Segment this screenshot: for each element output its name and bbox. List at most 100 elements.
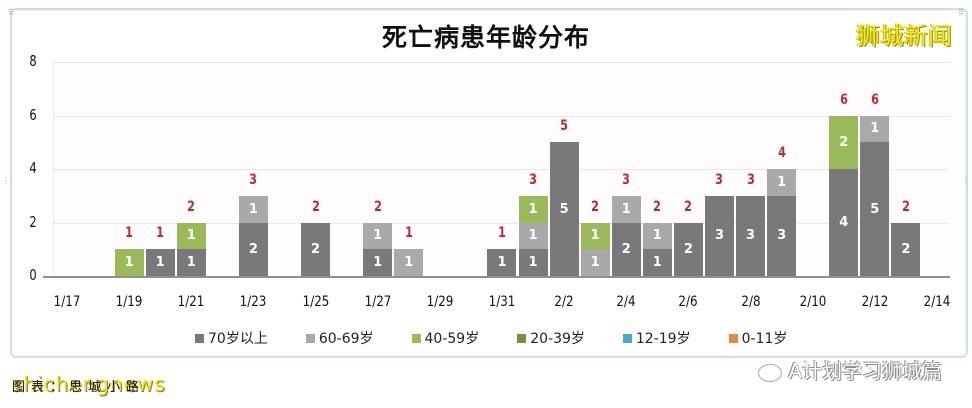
bar-total-label: 2 [591,198,600,215]
legend-swatch [622,333,632,343]
bar-total-label: 3 [746,171,755,188]
bar-total-label: 3 [529,171,537,188]
bar-segment[interactable]: 3 [704,195,734,276]
bar-segment[interactable]: 1 [767,169,797,196]
bar-total-label: 1 [125,225,134,242]
legend-swatch [195,333,204,343]
legend-item: 60-69岁 [305,328,374,348]
bar-total-label: 3 [715,171,724,188]
source-label: 图表：思城小路 [12,380,146,395]
bar-segment[interactable]: 1 [580,249,610,276]
bar-segment[interactable]: 1 [487,249,517,276]
bar-segment[interactable]: 1 [611,195,641,223]
x-tick-label: 1/23 [240,294,267,310]
bar-segment[interactable]: 1 [176,222,206,250]
bar-segment[interactable]: 4 [829,169,859,276]
bar-total-label: 3 [622,171,631,188]
bar-total-label: 2 [187,198,196,215]
bar-total-label: 5 [560,118,569,135]
bar-segment[interactable]: 1 [518,222,548,250]
wechat-watermark: A计划学习狮城篇 [758,355,942,384]
chart-legend: 70岁以上 60-69岁 40-59岁 20-39岁 12-19岁 0-11岁 [195,328,825,348]
legend-item: 70岁以上 [195,328,268,348]
bar-total-label: 2 [684,198,693,215]
legend-swatch [517,333,527,343]
x-tick-label: 2/4 [616,294,636,310]
bar-total-label: 3 [249,171,258,188]
bar-total-label: 1 [156,225,165,242]
x-tick-label: 2/2 [554,294,574,310]
resize-handle-icon[interactable]: ⋮ [962,176,970,185]
x-tick-label: 1/21 [177,294,205,310]
bar-total-label: 6 [839,91,848,108]
x-tick-label: 2/12 [861,294,889,310]
bar-segment[interactable]: 2 [611,222,641,276]
x-tick-label: 1/17 [53,294,81,310]
legend-label: 60-69岁 [318,331,374,347]
legend-item: 20-39岁 [517,328,585,348]
gridline [53,169,950,170]
bar-segment[interactable]: 1 [394,249,424,276]
y-tick-label: 0 [29,266,37,284]
bar-segment[interactable]: 5 [549,142,579,276]
bar-total-label: 4 [777,145,786,161]
x-tick-label: 1/27 [364,294,392,310]
x-tick-label: 1/25 [302,294,329,310]
legend-swatch [305,333,315,343]
x-tick-label: 2/14 [923,294,951,310]
bar-segment[interactable]: 2 [829,115,859,169]
bar-segment[interactable]: 1 [363,249,393,276]
gridline [53,222,950,224]
bar-total-label: 2 [901,198,910,215]
legend-swatch [728,333,738,343]
x-tick-label: 1/19 [115,294,143,310]
y-tick-label: 4 [29,159,37,177]
bar-total-label: 2 [373,198,382,215]
x-tick-label: 2/8 [740,294,761,310]
brand-watermark: 狮城新闻 [856,22,952,50]
gridline [53,115,950,117]
bar-segment[interactable]: 5 [860,142,890,276]
bar-segment[interactable]: 2 [891,222,921,276]
resize-handle-icon[interactable]: ⠿ [958,8,964,17]
bar-segment[interactable]: 1 [363,222,393,250]
bar-segment[interactable]: 1 [238,195,268,223]
legend-label: 70岁以上 [208,331,268,347]
bar-segment[interactable]: 1 [114,249,144,276]
bar-segment[interactable]: 1 [860,115,890,143]
wechat-icon [758,363,783,382]
source-caption: 图表：思城小路 shichengnews [12,372,166,396]
bar-segment[interactable]: 3 [736,195,766,276]
bar-total-label: 2 [653,198,662,215]
y-tick-label: 6 [29,105,37,124]
x-tick-label: 1/29 [426,294,454,310]
bar-total-label: 1 [498,225,506,242]
legend-swatch [411,333,421,343]
legend-item: 0-11岁 [728,328,788,348]
bar-segment[interactable]: 2 [301,222,331,276]
bar-segment[interactable]: 2 [238,222,268,276]
x-tick-label: 1/31 [488,294,516,310]
legend-label: 20-39岁 [530,331,585,347]
bar-segment[interactable]: 1 [642,222,672,250]
y-tick-label: 2 [29,212,37,231]
bar-segment[interactable]: 1 [580,222,610,250]
legend-label: 0-11岁 [741,331,788,347]
x-tick-label: 2/10 [799,294,827,310]
bar-total-label: 6 [870,91,879,108]
resize-handle-icon[interactable]: ⠿ [8,8,14,17]
y-tick-label: 8 [29,52,37,70]
bar-segment[interactable]: 1 [642,249,672,276]
overlay-watermark: shichengnews [12,372,166,396]
x-tick-label: 2/6 [678,294,698,310]
bar-segment[interactable]: 1 [518,249,548,276]
bar-segment[interactable]: 3 [767,195,797,276]
legend-item: 40-59岁 [411,328,479,348]
bar-segment[interactable]: 1 [176,249,206,276]
x-axis-line [43,276,950,278]
bar-segment[interactable]: 1 [518,195,548,223]
resize-handle-icon[interactable]: ⋮ [2,176,10,185]
bar-segment[interactable]: 1 [145,249,175,276]
gridline [53,62,950,63]
bar-segment[interactable]: 2 [673,222,703,276]
